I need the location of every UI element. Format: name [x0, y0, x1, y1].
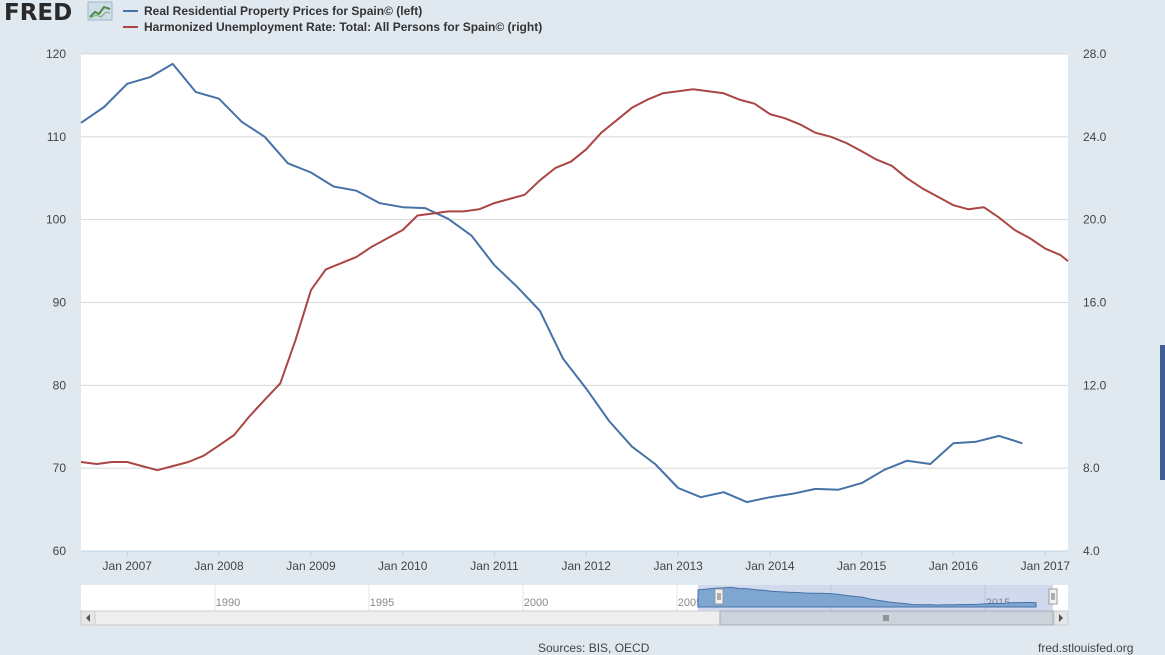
navigator-year-label: 2005 [678, 597, 702, 609]
left-tick-label: 120 [46, 47, 66, 61]
legend-label-unemployment: Harmonized Unemployment Rate: Total: All… [144, 20, 542, 34]
right-tick-label: 8.0 [1083, 461, 1100, 475]
navigator-year-label: 2000 [524, 597, 548, 609]
x-axis: Jan 2007 Jan 2008 Jan 2009 Jan 2010 Jan 2011… [81, 550, 1071, 573]
left-tick-label: 110 [47, 130, 66, 144]
right-tick-label: 28.0 [1083, 47, 1107, 61]
x-tick-label: Jan 2013 [653, 559, 703, 573]
fred-logo-chart-icon [87, 1, 113, 21]
right-tick-label: 20.0 [1083, 213, 1107, 227]
navigator-year-label: 1990 [216, 597, 240, 609]
x-tick-label: Jan 2011 [470, 559, 519, 573]
series-layer [80, 62, 1069, 504]
left-tick-label: 60 [53, 544, 67, 558]
x-tick-label: Jan 2015 [837, 559, 887, 573]
left-tick-label: 90 [53, 296, 67, 310]
series-line-unemployment [80, 88, 1069, 472]
x-tick-label: Jan 2008 [194, 559, 244, 573]
scrollbar[interactable] [80, 610, 1069, 626]
navigator-year-label: 1995 [370, 597, 394, 609]
navigator-right-handle[interactable] [1048, 588, 1058, 605]
right-y-axis: 4.0 8.0 12.0 16.0 20.0 24.0 28.0 [1083, 47, 1107, 558]
x-tick-label: Jan 2017 [1021, 559, 1071, 573]
x-tick-label: Jan 2012 [561, 559, 611, 573]
right-tick-label: 12.0 [1083, 378, 1107, 392]
fred-logo[interactable]: FRED [4, 0, 113, 26]
range-navigator[interactable]: 199019952000200520102015 [81, 585, 1068, 611]
arrow-right-icon [1059, 614, 1063, 622]
x-tick-label: Jan 2010 [378, 559, 428, 573]
left-tick-label: 100 [46, 213, 66, 227]
right-tick-label: 16.0 [1083, 296, 1107, 310]
page-scrollbar-thumb[interactable] [1160, 345, 1165, 480]
arrow-left-icon [86, 614, 90, 622]
series-line-property-prices [80, 62, 1023, 504]
x-tick-label: Jan 2016 [929, 559, 979, 573]
fred-logo-text: FRED [4, 0, 72, 26]
left-tick-label: 70 [53, 461, 67, 475]
scroll-left-button[interactable] [80, 610, 96, 626]
scrollbar-grip-icon [883, 615, 889, 621]
right-tick-label: 24.0 [1083, 130, 1107, 144]
navigator-series-area [697, 586, 1037, 608]
footer-site-link[interactable]: fred.stlouisfed.org [1038, 641, 1134, 655]
x-tick-label: Jan 2009 [286, 559, 336, 573]
navigator-left-handle[interactable] [714, 588, 724, 605]
footer-sources: Sources: BIS, OECD [538, 641, 650, 655]
x-tick-label: Jan 2014 [745, 559, 795, 573]
left-tick-label: 80 [53, 378, 67, 392]
scroll-right-button[interactable] [1053, 610, 1069, 626]
x-tick-label: Jan 2007 [103, 559, 153, 573]
legend: Real Residential Property Prices for Spa… [123, 4, 542, 34]
right-tick-label: 4.0 [1083, 544, 1100, 558]
legend-label-property-prices: Real Residential Property Prices for Spa… [144, 4, 422, 18]
left-y-axis: 60 70 80 90 100 110 120 [46, 47, 66, 558]
